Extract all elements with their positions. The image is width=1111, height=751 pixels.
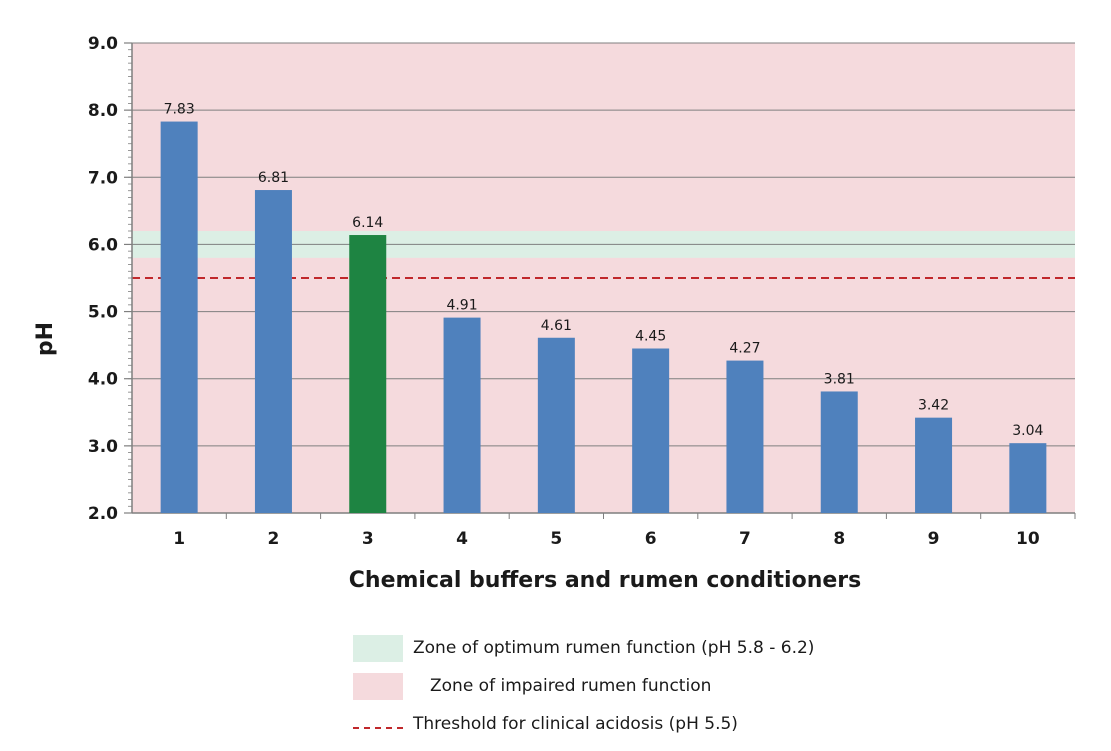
y-tick-label: 5.0 bbox=[88, 303, 118, 323]
bar-3 bbox=[349, 235, 387, 513]
bar-1 bbox=[160, 121, 198, 514]
legend-item-optimum-zone: Zone of optimum rumen function (pH 5.8 -… bbox=[353, 632, 873, 670]
data-label-8: 3.81 bbox=[824, 371, 855, 387]
data-label-4: 4.91 bbox=[446, 298, 477, 314]
legend-label-threshold: Threshold for clinical acidosis (pH 5.5) bbox=[413, 714, 738, 734]
data-label-5: 4.61 bbox=[541, 318, 572, 334]
bar-10 bbox=[1009, 443, 1047, 513]
plot-area: 2.0 3.0 4.0 5.0 6.0 7.0 8.0 9.0 7.83 1 6.81 2 6.14 3 4… bbox=[88, 34, 1076, 549]
x-tick-label-10: 10 bbox=[1016, 529, 1040, 549]
y-tick-label: 6.0 bbox=[88, 235, 118, 255]
data-label-3: 6.14 bbox=[352, 215, 383, 231]
data-label-10: 3.04 bbox=[1012, 423, 1043, 439]
legend-item-threshold: Threshold for clinical acidosis (pH 5.5) bbox=[353, 708, 873, 746]
bar-9 bbox=[915, 417, 953, 513]
legend-label-impaired-zone: Zone of impaired rumen function bbox=[430, 676, 712, 696]
legend-item-impaired-zone: Zone of impaired rumen function bbox=[353, 670, 873, 708]
data-label-9: 3.42 bbox=[918, 398, 949, 414]
x-tick-label-5: 5 bbox=[550, 529, 562, 549]
y-tick-label: 8.0 bbox=[88, 101, 118, 121]
y-axis-title: pH bbox=[33, 322, 58, 356]
x-tick-label-3: 3 bbox=[362, 529, 374, 549]
impaired-zone-swatch bbox=[353, 673, 403, 700]
x-tick-label-4: 4 bbox=[456, 529, 468, 549]
data-label-7: 4.27 bbox=[729, 341, 760, 357]
x-tick-label-7: 7 bbox=[739, 529, 751, 549]
y-tick-label: 7.0 bbox=[88, 168, 118, 188]
y-tick-label: 2.0 bbox=[88, 504, 118, 524]
y-tick-label: 9.0 bbox=[88, 34, 118, 54]
data-label-2: 6.81 bbox=[258, 170, 289, 186]
y-tick-label: 4.0 bbox=[88, 370, 118, 390]
bar-5 bbox=[537, 337, 575, 513]
x-tick-label-8: 8 bbox=[833, 529, 845, 549]
legend: Zone of optimum rumen function (pH 5.8 -… bbox=[353, 632, 873, 746]
x-tick-label-2: 2 bbox=[268, 529, 280, 549]
x-tick-label-6: 6 bbox=[645, 529, 657, 549]
legend-label-optimum-zone: Zone of optimum rumen function (pH 5.8 -… bbox=[413, 638, 815, 658]
x-tick-label-1: 1 bbox=[173, 529, 185, 549]
y-tick-label: 3.0 bbox=[88, 437, 118, 457]
bar-4 bbox=[443, 317, 481, 513]
data-label-6: 4.45 bbox=[635, 329, 666, 345]
bar-2 bbox=[254, 190, 292, 514]
optimum-zone-swatch bbox=[353, 635, 403, 662]
threshold-line-swatch bbox=[353, 727, 403, 729]
data-label-1: 7.83 bbox=[164, 102, 195, 118]
bar-7 bbox=[726, 360, 764, 513]
x-axis-title: Chemical buffers and rumen conditioners bbox=[349, 568, 861, 593]
bar-8 bbox=[820, 391, 858, 513]
x-tick-label-9: 9 bbox=[928, 529, 940, 549]
bar-6 bbox=[632, 348, 670, 513]
